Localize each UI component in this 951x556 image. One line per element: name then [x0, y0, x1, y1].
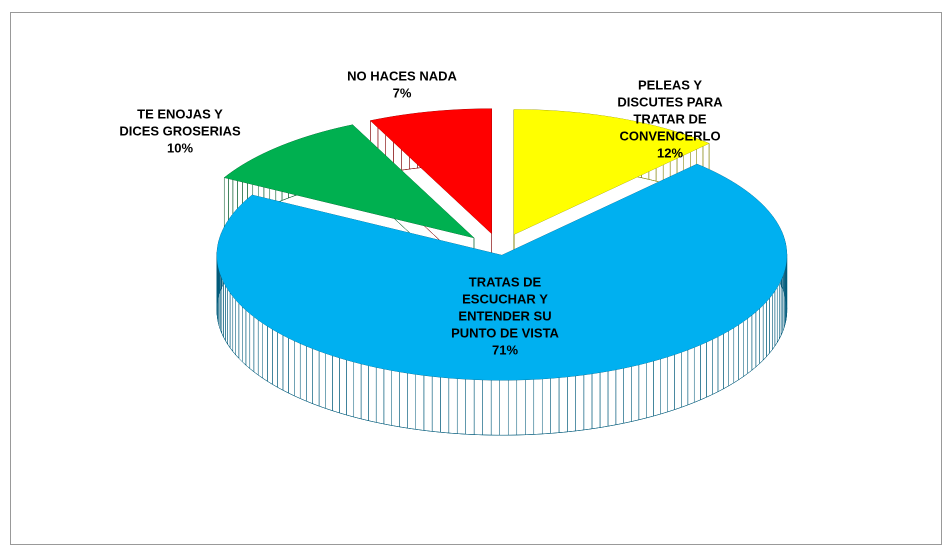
slice: [370, 108, 492, 234]
slice-label: TRATAR DE: [633, 111, 707, 126]
slice-label: TE ENOJAS Y: [137, 106, 223, 121]
slice-label: ESCUCHAR Y: [462, 291, 548, 306]
slice-label: DISCUTES PARA: [617, 94, 723, 109]
slice-label: NO HACES NADA: [347, 68, 457, 83]
slice-label: PUNTO DE VISTA: [451, 325, 559, 340]
slice-value-label: 10%: [167, 140, 193, 155]
slice: [216, 164, 787, 381]
slice-label: CONVENCERLO: [619, 128, 720, 143]
slice: [224, 124, 474, 238]
slice-value-label: 7%: [393, 85, 412, 100]
slice-label: ENTENDER SU: [458, 308, 551, 323]
slice-label: TRATAS DE: [469, 274, 542, 289]
slice-label: PELEAS Y: [638, 77, 702, 92]
slice: [513, 109, 710, 235]
slice-label: DICES GROSERIAS: [119, 123, 241, 138]
slice-value-label: 12%: [657, 145, 683, 160]
slice-value-label: 71%: [492, 342, 518, 357]
